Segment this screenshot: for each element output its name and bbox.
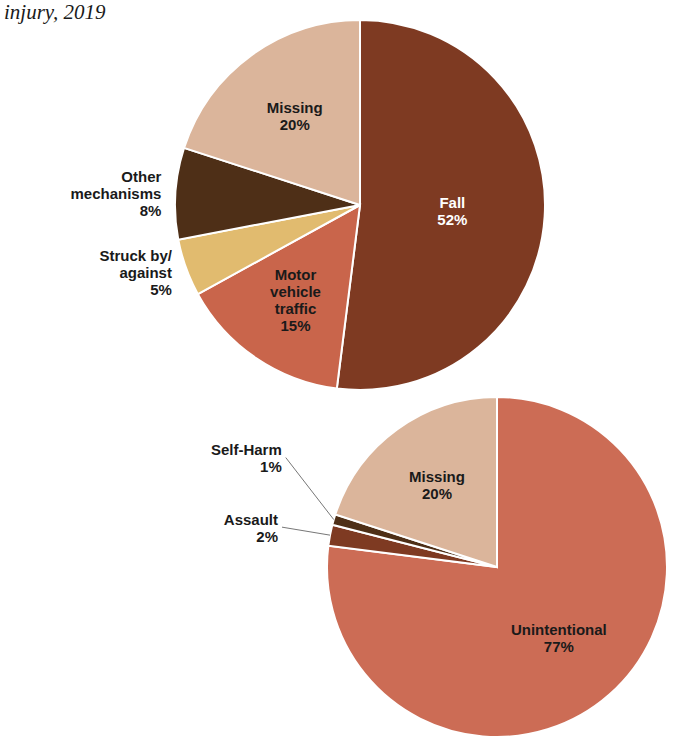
svg-text:Missing20%: Missing20% [267,98,323,132]
svg-text:Unintentional77%: Unintentional77% [511,620,607,654]
svg-text:Fall52%: Fall52% [437,194,467,228]
svg-text:Missing20%: Missing20% [409,467,465,501]
svg-text:Self-Harm1%: Self-Harm1% [211,441,282,475]
svg-text:Motorvehicletraffic15%: Motorvehicletraffic15% [270,266,321,334]
html-text:injury, 2019: injury, 2019 [4,0,106,24]
svg-text:Othermechanisms8%: Othermechanisms8% [70,168,161,219]
svg-text:Struck by/against5%: Struck by/against5% [99,246,172,297]
svg-text:Assault2%: Assault2% [224,510,278,544]
